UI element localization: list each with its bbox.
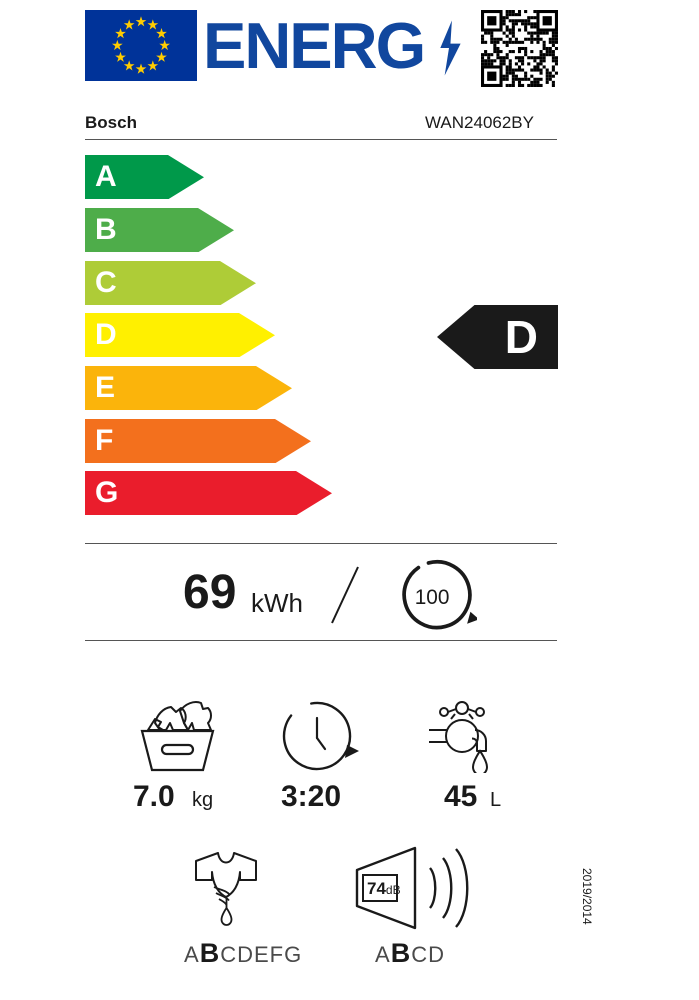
svg-text:100: 100	[415, 586, 450, 609]
svg-text:74dB: 74dB	[367, 879, 401, 898]
